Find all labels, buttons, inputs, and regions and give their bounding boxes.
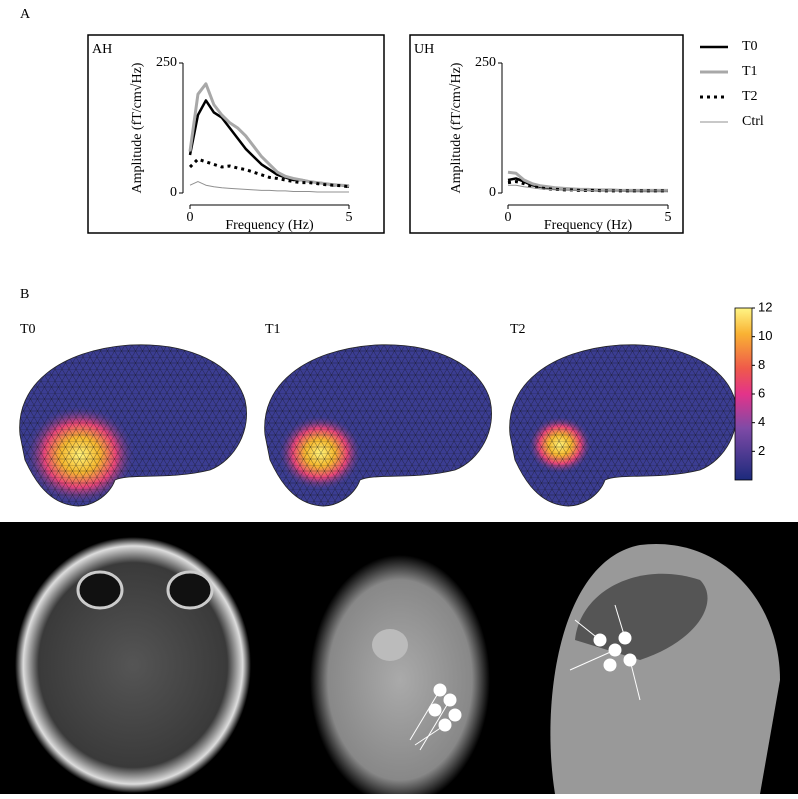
colorbar-tick-label: 10 [758,328,772,343]
x-tick-label: 5 [665,210,672,225]
colorbar-tick-label: 4 [758,414,765,429]
y-tick-label: 0 [489,185,496,200]
mesh [264,344,492,507]
series-line [188,82,350,188]
mri-eye [76,570,124,610]
y-axis-label: Amplitude (fT/cm√Hz) [449,62,464,193]
mri-axial-t1 [310,555,490,799]
series-line [188,157,350,189]
x-axis-label: Frequency (Hz) [544,218,633,233]
mesh [19,344,247,507]
dipole-cluster [409,683,462,751]
brain-map [19,344,247,507]
legend-label: T2 [742,89,758,104]
legend-label: Ctrl [742,114,764,129]
chart-title: AH [92,42,112,57]
y-tick-label: 250 [475,55,496,70]
mesh [509,344,737,507]
panel-label: B [20,287,29,302]
colorbar-tick-label: 12 [758,299,772,314]
dipole-cluster [569,604,641,701]
brain-map [509,344,737,507]
mri-axial-flair [15,537,251,793]
brain-map-label: T1 [265,322,281,337]
series-line [189,181,349,193]
colorbar-tick-label: 6 [758,385,765,400]
mri-brainstem [372,629,408,661]
x-axis-label: Frequency (Hz) [225,218,314,233]
colorbar-tick-label: 2 [758,443,765,458]
x-tick-label: 0 [505,210,512,225]
x-tick-label: 5 [346,210,353,225]
y-axis-label: Amplitude (fT/cm√Hz) [130,62,145,193]
legend-label: T0 [742,39,758,54]
brain-map [264,344,492,507]
mri-cortex [575,573,708,660]
chart-title: UH [414,42,434,57]
series-line [508,184,668,192]
chart-frame [87,34,385,234]
mri-eye [166,570,214,610]
series-line [188,99,350,188]
brain-map-label: T2 [510,322,526,337]
chart-frame [409,34,684,234]
y-tick-label: 0 [170,185,177,200]
x-tick-label: 0 [187,210,194,225]
colorbar [734,307,753,481]
brain-map-label: T0 [20,322,36,337]
colorbar-tick-label: 8 [758,357,765,372]
panel-label: A [20,7,31,22]
legend-label: T1 [742,64,758,79]
y-tick-label: 250 [156,55,177,70]
